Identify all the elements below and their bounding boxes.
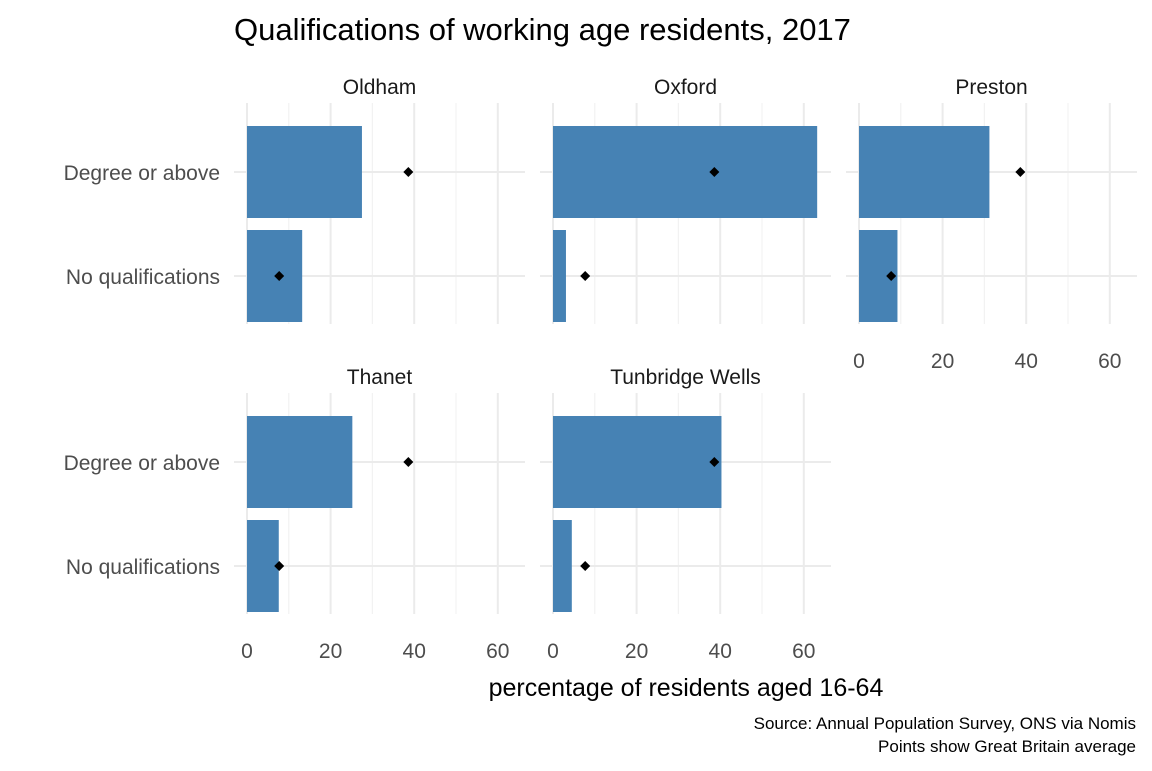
panel-title: Tunbridge Wells (610, 366, 761, 389)
y-tick-label: No qualifications (66, 266, 220, 289)
x-tick-label: 60 (1098, 350, 1121, 373)
panel-tunbridge-wells: Tunbridge Wells 0 20 40 60 (540, 366, 831, 663)
gb-average-point (580, 561, 591, 571)
panel-oldham: Oldham Degree or above No qualifications (64, 76, 525, 324)
panel-preston: Preston 0 20 40 60 (846, 76, 1137, 373)
y-tick-label: Degree or above (64, 162, 220, 185)
gb-average-point (1015, 167, 1026, 177)
x-tick-label: 40 (1015, 350, 1038, 373)
x-tick-label: 40 (709, 640, 732, 663)
gb-average-point (403, 167, 414, 177)
x-tick-label: 60 (486, 640, 509, 663)
caption-source: Source: Annual Population Survey, ONS vi… (754, 714, 1136, 733)
x-tick-label: 20 (625, 640, 648, 663)
gb-average-point (403, 457, 414, 467)
panel-title: Oxford (654, 76, 717, 99)
gb-average-point (274, 561, 285, 571)
chart-title: Qualifications of working age residents,… (234, 12, 851, 47)
x-tick-label: 0 (547, 640, 559, 663)
panel-title: Preston (955, 76, 1027, 99)
x-axis-title: percentage of residents aged 16-64 (489, 674, 884, 702)
y-tick-label: No qualifications (66, 556, 220, 579)
bar-tunbridge-wells-no-qualifications (553, 520, 572, 612)
panel-title: Thanet (347, 366, 413, 389)
x-tick-label: 0 (853, 350, 865, 373)
gb-average-point (580, 271, 591, 281)
gb-average-point (709, 167, 720, 177)
bar-oxford-no-qualifications (553, 230, 566, 322)
bar-preston-degree (859, 126, 990, 218)
caption-note: Points show Great Britain average (878, 737, 1136, 756)
x-tick-label: 40 (403, 640, 426, 663)
x-tick-label: 20 (319, 640, 342, 663)
panel-thanet: Thanet Degree or above No qualifications 0 2… (64, 366, 525, 663)
bar-oxford-degree (553, 126, 818, 218)
panel-title: Oldham (343, 76, 417, 99)
panel-oxford: Oxford (540, 76, 831, 324)
bar-tunbridge-wells-degree (553, 416, 722, 508)
bar-thanet-no-qualifications (247, 520, 279, 612)
bar-oldham-degree (247, 126, 362, 218)
panels: Oldham Degree or above No qualifications Ox… (64, 76, 1137, 663)
bar-thanet-degree (247, 416, 353, 508)
gb-average-point (274, 271, 285, 281)
x-tick-label: 60 (792, 640, 815, 663)
x-tick-label: 20 (931, 350, 954, 373)
y-tick-label: Degree or above (64, 452, 220, 475)
x-tick-label: 0 (241, 640, 253, 663)
gb-average-point (886, 271, 897, 281)
gb-average-point (709, 457, 720, 467)
